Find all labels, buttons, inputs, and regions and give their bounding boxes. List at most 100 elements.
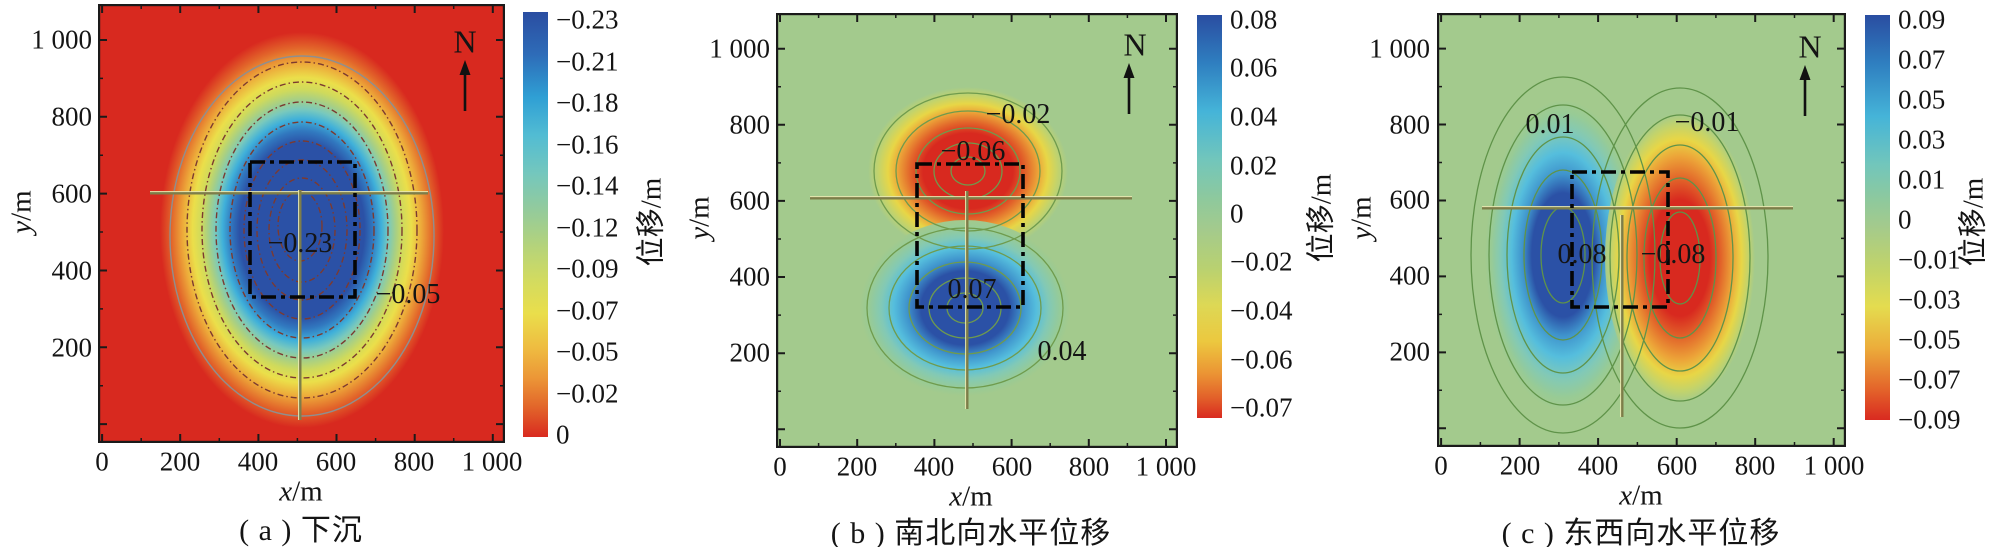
plot-border (98, 4, 505, 443)
panel-a-xtick-600: 600 (315, 446, 357, 477)
y-axis-variable: y (5, 220, 38, 234)
panel-c-cbtick: 0.09 (1898, 4, 1946, 35)
panel-c-cbtick: −0.03 (1898, 284, 1961, 315)
x-axis-variable: x (1619, 479, 1633, 512)
panel-a-x-axis-title: x/m (279, 475, 323, 508)
major-tick-marks (98, 4, 505, 443)
panel-b-ytick-600: 600 (729, 185, 771, 216)
panel-c-cbtick: 0.07 (1898, 44, 1946, 75)
panel-c-ytick-1000: 1 000 (1369, 33, 1430, 64)
panel-a-cbtick: −0.14 (556, 170, 619, 201)
panel-b-cbtick: −0.06 (1230, 344, 1293, 375)
contour-label: 0.07 (947, 274, 997, 305)
panel-b-caption: ( b ) 南北向水平位移 (830, 517, 1112, 547)
panel-c-xtick-400: 400 (1577, 450, 1619, 481)
panel-a-cbtick: −0.09 (556, 253, 619, 284)
panel-a-xtick-800: 800 (393, 446, 435, 477)
panel-c-x-axis-title: x/m (1619, 479, 1663, 512)
panel-c-colorbar-title: 位移/m (1957, 177, 1990, 267)
x-axis-variable: x (949, 480, 963, 513)
contour-rings-green (1470, 76, 1769, 434)
panel-a-ytick-800: 800 (51, 101, 93, 132)
minor-tick-marks (776, 13, 1178, 448)
panel-b-colorbar-title: 位移/m (1305, 173, 1338, 263)
panel-a-xtick-200: 200 (159, 446, 201, 477)
y-axis-unit: /m (5, 190, 38, 221)
panel-c-xtick-1000: 1 000 (1803, 450, 1865, 481)
panel-a-xtick-1000: 1 000 (461, 446, 523, 477)
panel-b-cbtick: −0.07 (1230, 392, 1293, 423)
major-tick-marks (776, 13, 1178, 448)
y-axis-variable: y (1345, 226, 1378, 240)
panel-c-cbtick: 0.01 (1898, 164, 1946, 195)
panel-b-ytick-200: 200 (729, 337, 771, 368)
north-letter: N (1798, 28, 1822, 65)
panel-b-ytick-1000: 1 000 (709, 33, 770, 64)
panel-a-subsidence-heatmap (98, 4, 505, 443)
x-axis-unit: /m (962, 480, 993, 513)
north-letter: N (1123, 26, 1147, 63)
y-axis-variable: y (683, 226, 716, 240)
panel-a-ytick-1000: 1 000 (31, 24, 92, 55)
panel-c-ytick-600: 600 (1389, 184, 1431, 215)
panel-c-xtick-200: 200 (1499, 450, 1541, 481)
panel-a-xtick-400: 400 (237, 446, 279, 477)
panel-a-cbtick: −0.07 (556, 295, 619, 326)
panel-b-cbtick: 0.06 (1230, 52, 1278, 83)
panel-c-ytick-200: 200 (1389, 336, 1431, 367)
panel-c-cbtick: 0.05 (1898, 84, 1946, 115)
panel-c-ytick-800: 800 (1389, 109, 1431, 140)
panel-c-y-axis-title: y/m (1345, 196, 1378, 240)
panel-c-ew-displacement-heatmap (1437, 13, 1846, 447)
panel-a-ytick-200: 200 (51, 332, 93, 363)
north-letter: N (453, 23, 477, 60)
panel-b-cbtick: 0.08 (1230, 4, 1278, 35)
x-axis-variable: x (279, 475, 293, 508)
panel-a-cbtick: −0.12 (556, 212, 619, 243)
mining-panel-outline (248, 160, 357, 299)
panel-c-xtick-800: 800 (1734, 450, 1776, 481)
north-arrow-icon (1799, 65, 1811, 116)
panel-c-cbtick: 0 (1898, 204, 1912, 235)
contour-label: −0.06 (940, 136, 1006, 167)
panel-c-cbtick: −0.05 (1898, 324, 1961, 355)
panel-a-cbtick: −0.02 (556, 378, 619, 409)
contour-label: 0.08 (1557, 239, 1607, 270)
north-arrow-icon (459, 60, 471, 111)
panel-a-y-axis-title: y/m (5, 190, 38, 234)
y-axis-unit: /m (683, 196, 716, 227)
contour-label: −0.01 (1674, 107, 1740, 138)
panel-b-y-axis-title: y/m (683, 196, 716, 240)
panel-a-cbtick: −0.21 (556, 46, 619, 77)
panel-c-cbtick: −0.09 (1898, 404, 1961, 435)
y-axis-unit: /m (1345, 196, 1378, 227)
contour-label: 0.01 (1525, 109, 1575, 140)
plot-border (1437, 13, 1846, 447)
panel-a-caption: ( a ) 下沉 (239, 514, 363, 547)
subsidence-bowl (160, 32, 444, 428)
panel-b-x-axis-title: x/m (949, 480, 993, 513)
contour-label: −0.05 (375, 279, 441, 310)
panel-a-cbtick: −0.23 (556, 4, 619, 35)
outer-contour-gray (169, 55, 435, 417)
contour-label: −0.08 (1640, 239, 1706, 270)
panel-a-cbtick: −0.16 (556, 129, 619, 160)
panel-b-xtick-0: 0 (773, 451, 787, 482)
mining-panel-outline (915, 162, 1025, 309)
panel-a-cbtick: 0 (556, 419, 570, 450)
panel-c-cbtick: −0.07 (1898, 364, 1961, 395)
panel-b-cbtick: 0 (1230, 198, 1244, 229)
contour-label: −0.02 (985, 99, 1051, 130)
panel-b-cbtick: −0.02 (1230, 246, 1293, 277)
panel-c-cbtick: −0.01 (1898, 244, 1961, 275)
panel-c-ytick-400: 400 (1389, 260, 1431, 291)
contour-label: −0.23 (267, 228, 333, 259)
panel-b-ytick-800: 800 (729, 109, 771, 140)
minor-tick-marks (98, 4, 505, 443)
panel-b-xtick-800: 800 (1068, 451, 1110, 482)
northward-lobe-blue (860, 220, 1070, 396)
x-axis-unit: /m (1632, 479, 1663, 512)
westward-lobe-red (1605, 113, 1755, 403)
panel-b-cbtick: 0.04 (1230, 101, 1278, 132)
panel-b-cbtick: 0.02 (1230, 150, 1278, 181)
